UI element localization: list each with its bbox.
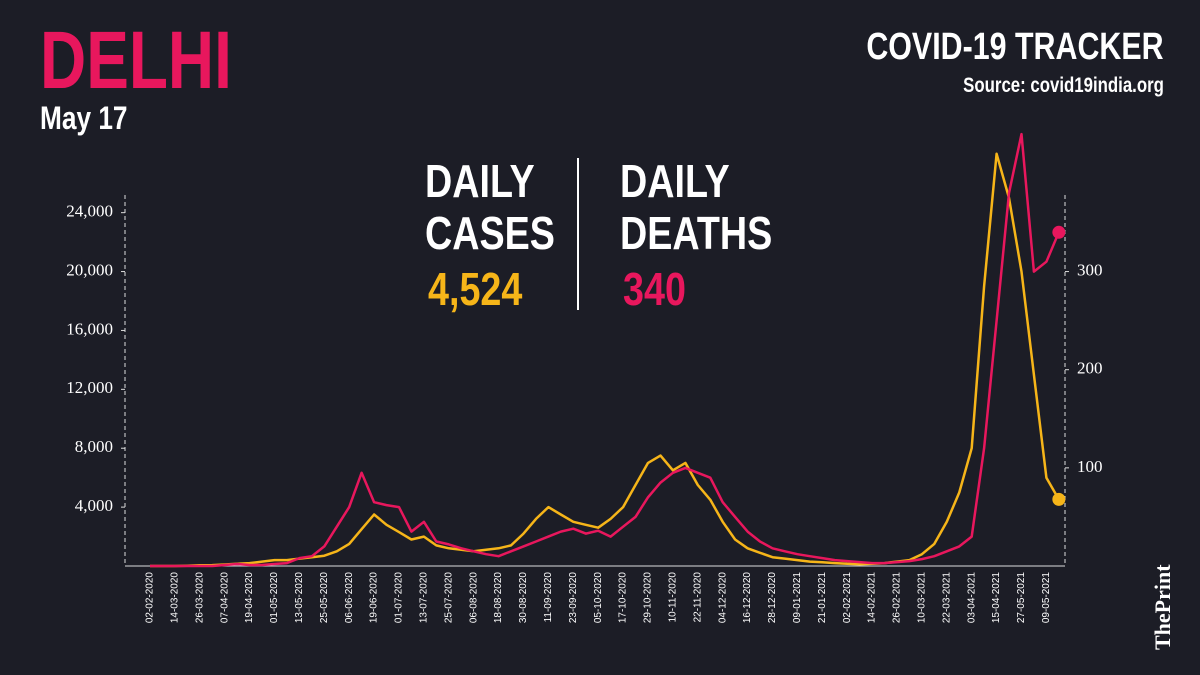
x-tick-label: 25-05-2020 [319, 572, 330, 624]
x-tick-label: 01-05-2020 [269, 572, 280, 624]
x-tick-label: 29-10-2020 [643, 572, 654, 624]
legend-label: DAILY CASES [425, 155, 555, 259]
x-tick-label: 22-11-2020 [692, 572, 703, 623]
tracker-title: COVID-19 TRACKER [866, 26, 1164, 68]
x-tick-label: 26-02-2021 [892, 572, 903, 624]
x-tick-label: 05-10-2020 [593, 572, 604, 624]
end-dot [1052, 225, 1066, 239]
y2-tick-label: 300 [1077, 260, 1103, 279]
latest-value: 4,524 [428, 263, 523, 315]
legend-label: DAILY DEATHS [620, 155, 773, 259]
series-line [150, 132, 1060, 568]
city-title: DELHI [40, 15, 232, 106]
y-tick-label: 24,000 [66, 202, 113, 221]
x-tick-label: 19-06-2020 [369, 572, 380, 624]
x-tick-label: 09-01-2021 [792, 572, 803, 624]
x-tick-label: 23-09-2020 [568, 572, 579, 624]
x-tick-label: 17-10-2020 [618, 572, 629, 624]
series-line [150, 152, 1060, 568]
y-tick-label: 16,000 [66, 319, 113, 338]
x-tick-label: 13-07-2020 [419, 572, 430, 624]
x-tick-label: 10-11-2020 [668, 572, 679, 623]
divider [577, 158, 579, 310]
x-tick-label: 06-06-2020 [344, 572, 355, 624]
x-tick-label: 11-09-2020 [543, 572, 554, 623]
x-tick-label: 07-04-2020 [219, 572, 230, 624]
x-tick-label: 28-12-2020 [767, 572, 778, 624]
x-tick-label: 18-08-2020 [493, 572, 504, 624]
x-tick-label: 14-03-2020 [170, 572, 181, 624]
y2-tick-label: 200 [1077, 359, 1103, 378]
latest-value: 340 [623, 263, 686, 315]
source: Source: covid19india.org [963, 74, 1164, 97]
end-dot [1052, 492, 1066, 506]
x-tick-label: 06-08-2020 [468, 572, 479, 624]
x-tick-label: 01-07-2020 [394, 572, 405, 624]
x-tick-label: 04-12-2020 [717, 572, 728, 624]
y-tick-label: 20,000 [66, 260, 113, 279]
x-tick-label: 02-02-2021 [842, 572, 853, 624]
y-tick-label: 12,000 [66, 378, 113, 397]
x-tick-label: 02-02-2020 [145, 572, 156, 624]
y-tick-label: 8,000 [75, 437, 113, 456]
x-tick-label: 13-05-2020 [294, 572, 305, 624]
x-tick-label: 21-01-2021 [817, 572, 828, 624]
x-tick-label: 22-03-2021 [941, 572, 952, 624]
x-tick-label: 03-04-2021 [966, 572, 977, 624]
x-tick-label: 27-05-2021 [1016, 572, 1027, 624]
y2-tick-label: 100 [1077, 457, 1103, 476]
date: May 17 [40, 100, 128, 136]
x-tick-label: 15-04-2021 [991, 572, 1002, 624]
y-tick-label: 4,000 [75, 496, 113, 515]
x-tick-label: 30-08-2020 [518, 572, 529, 624]
x-tick-label: 16-12-2020 [742, 572, 753, 624]
x-tick-label: 09-05-2021 [1041, 572, 1052, 624]
x-tick-label: 14-02-2021 [867, 572, 878, 624]
x-tick-label: 19-04-2020 [244, 572, 255, 624]
x-tick-label: 25-07-2020 [443, 572, 454, 624]
x-tick-label: 10-03-2021 [917, 572, 928, 624]
brand: ThePrint [1150, 564, 1175, 650]
x-tick-label: 26-03-2020 [194, 572, 205, 624]
